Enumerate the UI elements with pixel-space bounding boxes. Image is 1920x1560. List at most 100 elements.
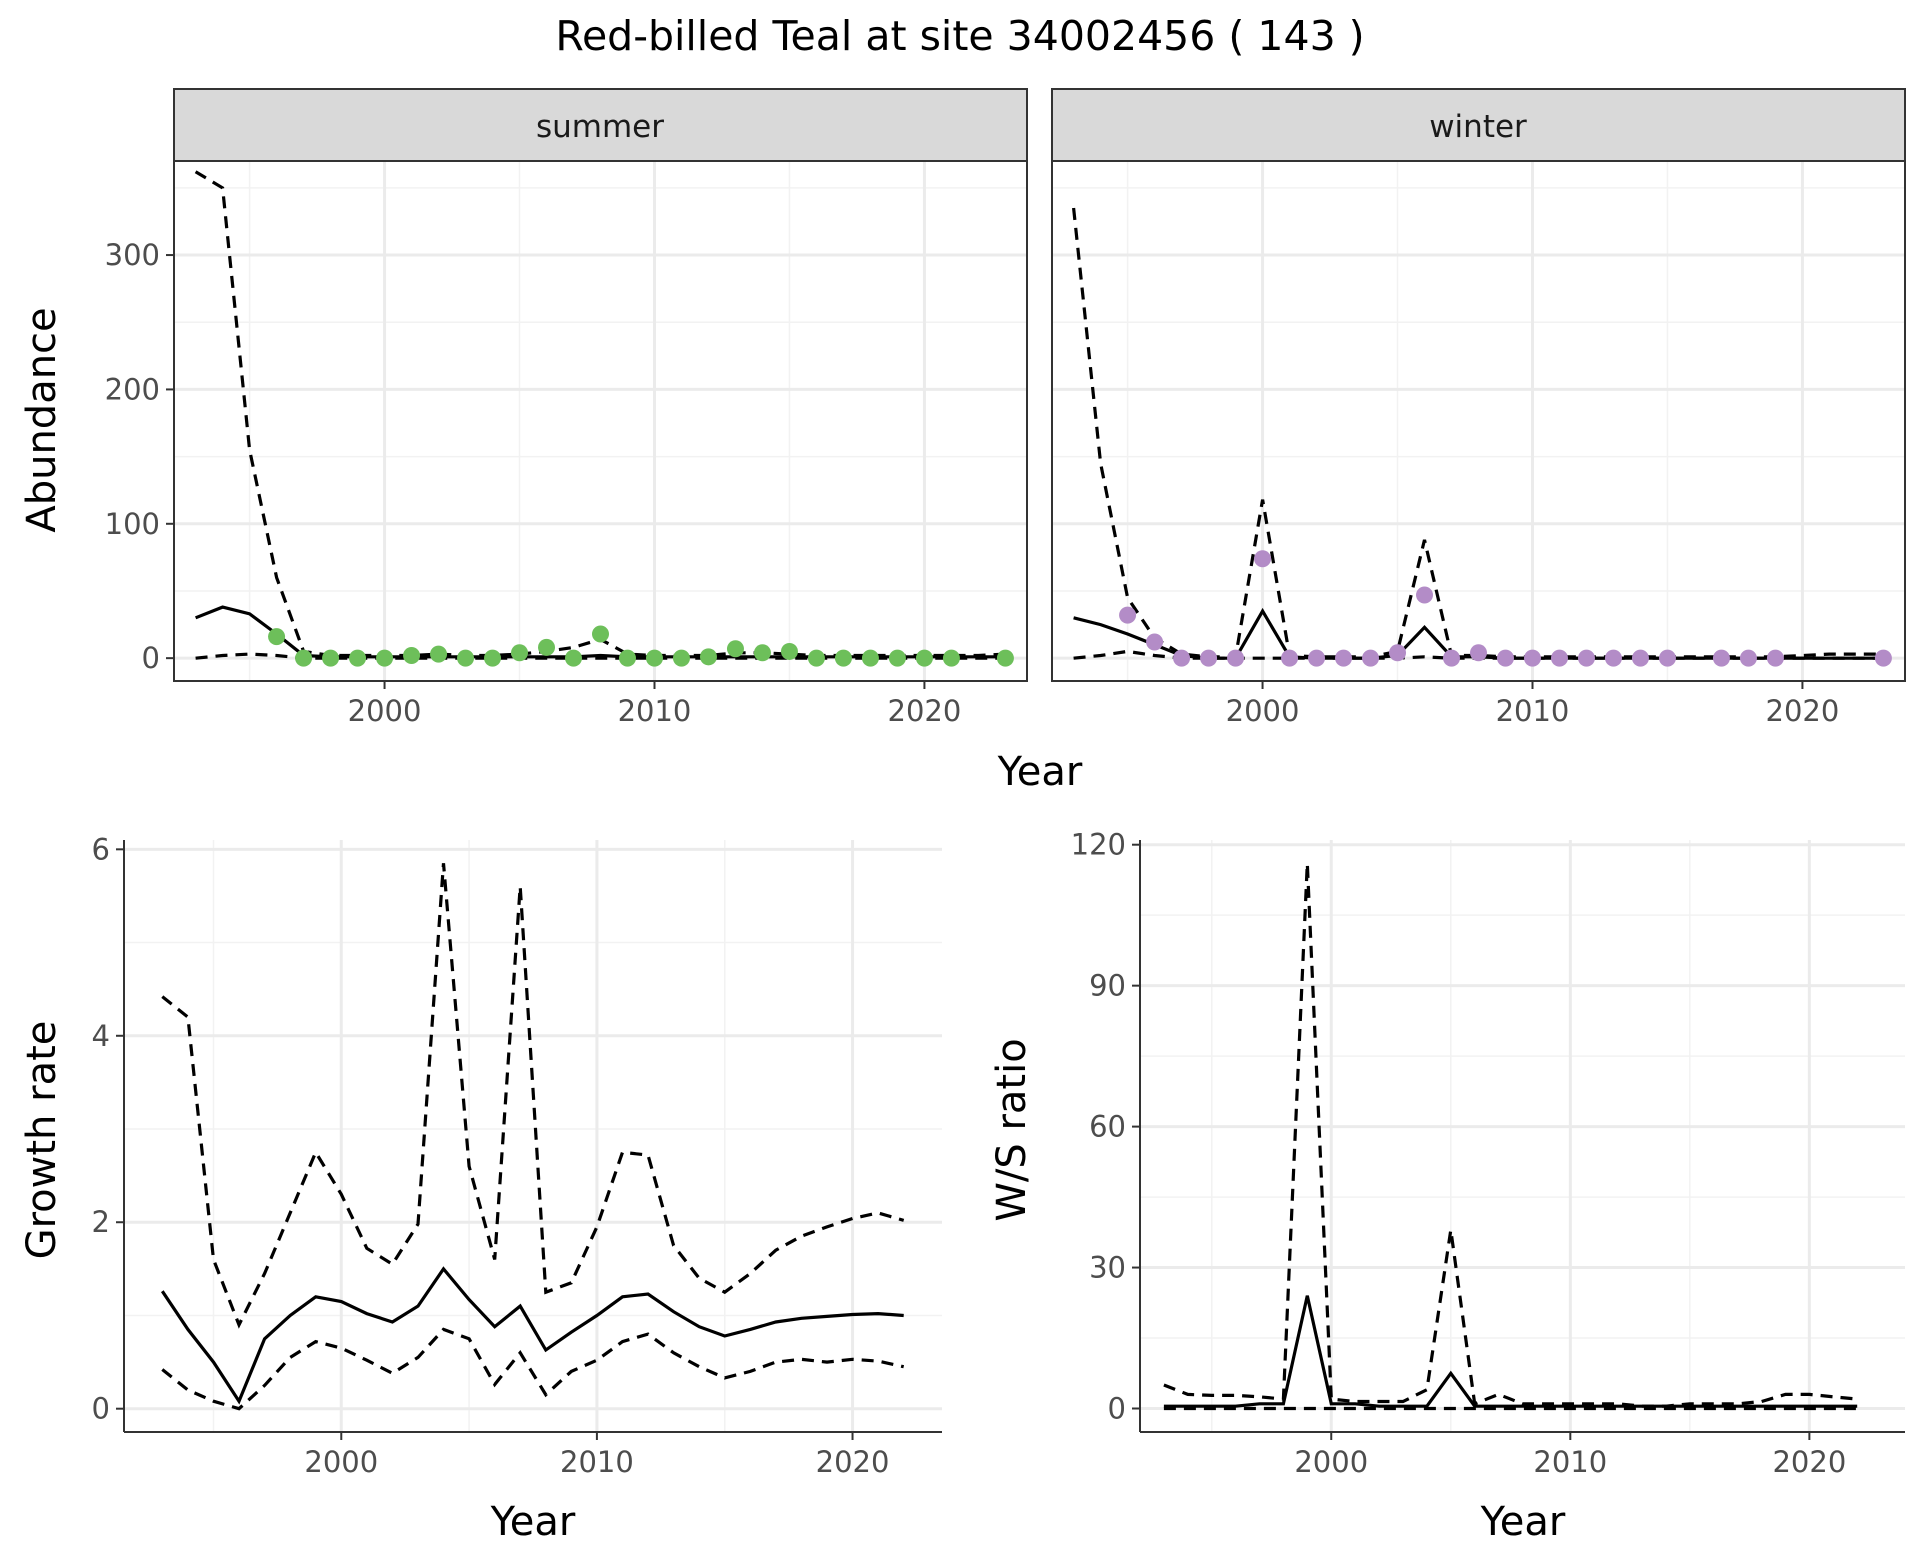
x-tick-label: 2010 (1533, 1445, 1607, 1479)
winter-observed-point (1577, 649, 1595, 667)
y-tick-label: 30 (1089, 1251, 1126, 1285)
facet-y-axis-title: Abundance (19, 307, 65, 532)
strip-summer (173, 88, 1028, 162)
winter-observed-point (1496, 649, 1514, 667)
y-tick-label: 90 (1089, 969, 1126, 1003)
winter-observed-point (1739, 649, 1757, 667)
y-tick-label: 6 (92, 832, 110, 866)
panel-growth-rate: 2000 2010 2020 0 2 4 6 Year Growth rate (19, 832, 942, 1545)
winter-observed-point (1281, 649, 1299, 667)
summer-observed-point (753, 644, 771, 662)
panel-winter-abundance: winter 2000 2010 2020 (1051, 88, 1906, 728)
y-tick-label: 0 (142, 641, 160, 675)
winter-observed-point (1523, 649, 1541, 667)
summer-upper-bound-line (194, 170, 1006, 658)
summer-observed-point (322, 649, 340, 667)
winter-observed-point (1362, 649, 1380, 667)
x-tick-label: 2010 (1496, 694, 1570, 728)
x-tick-label: 2020 (816, 1445, 890, 1479)
winter-observed-point (1200, 649, 1218, 667)
summer-lower-bound-line (195, 652, 1006, 660)
growth-estimate-line (160, 1266, 904, 1405)
winter-observed-point (1766, 649, 1784, 667)
y-tick-label: 120 (1071, 828, 1126, 862)
facet-x-axis-title: Year (997, 749, 1083, 795)
winter-observed-point (1227, 649, 1245, 667)
y-tick-label: 100 (105, 507, 160, 541)
panel-border-summer (173, 160, 1028, 682)
winter-observed-point (1631, 649, 1649, 667)
ws-upper-bound-line (1163, 863, 1858, 1408)
summer-observed-point (699, 648, 717, 666)
summer-observed-point (268, 628, 286, 646)
winter-observed-point (1550, 649, 1568, 667)
winter-observed-point (1173, 649, 1191, 667)
summer-observed-point (349, 649, 367, 667)
summer-observed-point (538, 638, 556, 656)
winter-observed-point (1658, 649, 1676, 667)
summer-observed-point (457, 649, 475, 667)
winter-observed-point (1308, 649, 1326, 667)
y-tick-label: 0 (92, 1392, 110, 1426)
winter-observed-point (1470, 644, 1487, 662)
ws-y-axis-title: W/S ratio (989, 1038, 1035, 1221)
summer-observed-point (376, 649, 394, 667)
summer-observed-point (592, 625, 609, 643)
x-tick-label: 2020 (1772, 1445, 1846, 1479)
x-tick-label: 2020 (888, 694, 962, 728)
x-tick-label: 2000 (304, 1445, 378, 1479)
winter-observed-point (1416, 586, 1434, 604)
growth-x-axis-title: Year (490, 1499, 576, 1545)
summer-observed-point (645, 649, 663, 667)
winter-observed-point (1712, 649, 1730, 667)
winter-observed-point (1254, 550, 1272, 568)
y-tick-label: 60 (1089, 1110, 1126, 1144)
ws-estimate-line (1163, 1295, 1858, 1408)
summer-observed-point (618, 649, 636, 667)
winter-observed-point (1389, 644, 1407, 662)
x-tick-label: 2000 (1226, 694, 1300, 728)
summer-observed-point (780, 642, 798, 660)
winter-observed-point (1335, 649, 1353, 667)
y-tick-label: 300 (105, 238, 160, 272)
summer-observed-point (942, 649, 960, 667)
summer-observed-point (861, 649, 879, 667)
summer-observed-point (484, 649, 502, 667)
strip-label-summer: summer (536, 109, 664, 145)
growth-y-axis-title: Growth rate (19, 1021, 65, 1260)
summer-observed-point (295, 649, 313, 667)
chart-title: Red-billed Teal at site 34002456 ( 143 ) (555, 12, 1364, 60)
summer-observed-point (511, 644, 529, 662)
summer-observed-point (888, 649, 906, 667)
strip-label-winter: winter (1429, 109, 1527, 145)
summer-observed-point (807, 649, 825, 667)
summer-observed-point (672, 649, 690, 667)
winter-observed-point (1146, 633, 1164, 651)
winter-observed-point (1604, 649, 1622, 667)
summer-observed-point (996, 649, 1014, 667)
x-tick-label: 2010 (560, 1445, 634, 1479)
winter-observed-point (1119, 606, 1137, 624)
winter-observed-point (1443, 649, 1461, 667)
x-tick-label: 2000 (1294, 1445, 1368, 1479)
y-tick-label: 2 (92, 1205, 110, 1239)
y-tick-label: 4 (92, 1019, 110, 1053)
summer-observed-point (834, 649, 852, 667)
panel-summer-abundance: summer 2000 2010 2020 0 100 200 300 (105, 88, 1028, 728)
summer-observed-point (565, 649, 583, 667)
y-tick-label: 200 (105, 372, 160, 406)
winter-observed-point (1874, 649, 1892, 667)
growth-lower-bound-line (161, 1327, 905, 1411)
panel-ws-ratio: 2000 2010 2020 0 30 60 90 120 Year W/S ratio (989, 828, 1905, 1545)
summer-observed-point (726, 640, 744, 658)
x-tick-label: 2000 (348, 694, 422, 728)
x-tick-label: 2020 (1766, 694, 1840, 728)
summer-observed-point (430, 645, 448, 663)
summer-observed-point (403, 646, 421, 664)
winter-upper-bound-line (1072, 207, 1884, 659)
strip-winter (1051, 88, 1906, 162)
summer-observed-point (915, 649, 933, 667)
y-tick-label: 0 (1108, 1392, 1126, 1426)
ws-x-axis-title: Year (1480, 1499, 1566, 1545)
